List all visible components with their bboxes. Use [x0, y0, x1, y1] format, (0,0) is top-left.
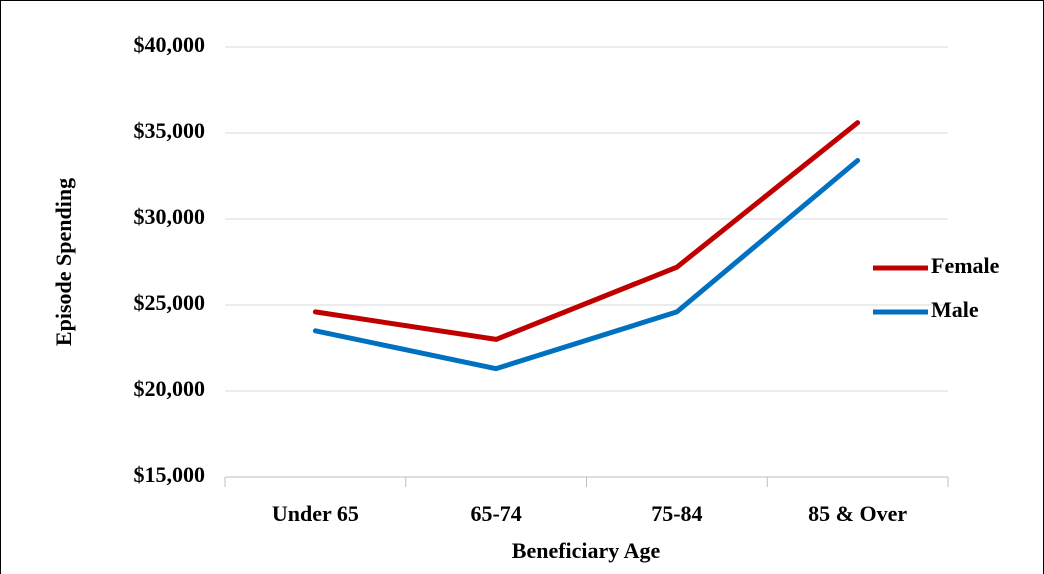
- y-tick-label: $25,000: [134, 290, 206, 315]
- y-tick-label: $40,000: [134, 32, 206, 57]
- x-tick-label: 75-84: [651, 501, 702, 526]
- y-tick-label: $20,000: [134, 376, 206, 401]
- y-tick-label: $35,000: [134, 118, 206, 143]
- x-tick-label: 65-74: [470, 501, 521, 526]
- y-tick-label: $30,000: [134, 204, 206, 229]
- legend-label: Male: [931, 297, 979, 322]
- series-line: [312, 120, 861, 342]
- x-tick-label: Under 65: [272, 501, 359, 526]
- series-line: [312, 158, 861, 372]
- y-axis-title: Episode Spending: [51, 178, 76, 346]
- legend-label: Female: [931, 253, 1000, 278]
- x-tick-label: 85 & Over: [808, 501, 907, 526]
- y-tick-label: $15,000: [134, 462, 206, 487]
- x-axis-title: Beneficiary Age: [512, 538, 661, 563]
